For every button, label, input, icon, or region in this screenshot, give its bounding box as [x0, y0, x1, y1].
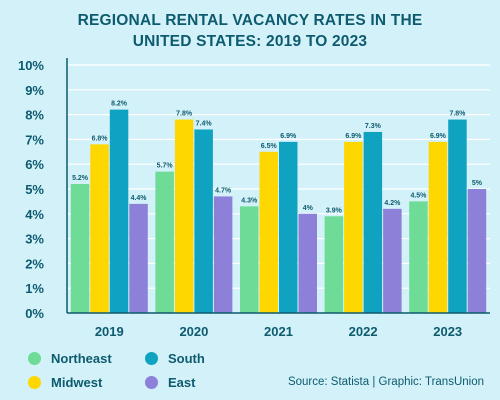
data-label: 6.9% [345, 133, 362, 140]
data-label: 4.7% [215, 187, 232, 194]
legend-swatch-east [145, 376, 158, 389]
y-tick-label: 5% [25, 182, 44, 197]
y-tick-label: 10% [18, 58, 44, 73]
bar-midwest [90, 144, 109, 313]
bar-northeast [155, 171, 174, 313]
data-label: 4.2% [384, 200, 401, 207]
data-label: 5% [472, 180, 483, 187]
bar-south [279, 141, 298, 313]
data-label: 5.2% [72, 175, 89, 182]
bar-east [298, 213, 317, 313]
chart-title-line1: REGIONAL RENTAL VACANCY RATES IN THE [77, 12, 423, 29]
legend-item-northeast: Northeast [28, 351, 112, 366]
chart-title: REGIONAL RENTAL VACANCY RATES IN THE UNI… [40, 10, 460, 52]
legend-swatch-midwest [28, 376, 41, 389]
data-label: 4% [303, 205, 314, 212]
bar-midwest [174, 119, 194, 313]
y-tick-label: 7% [25, 132, 44, 147]
y-tick-label: 9% [25, 83, 44, 98]
legend-label-northeast: Northeast [51, 351, 112, 366]
bar-south [363, 131, 383, 313]
bar-east [467, 189, 487, 313]
bar-northeast [70, 184, 90, 313]
legend-item-south: South [145, 351, 205, 366]
legend-item-midwest: Midwest [28, 375, 102, 390]
data-label: 7.4% [196, 120, 213, 127]
bar-east [213, 196, 233, 313]
data-label: 5.7% [157, 163, 174, 170]
data-label: 7.8% [449, 111, 466, 118]
y-tick-label: 8% [25, 108, 44, 123]
data-label: 7.3% [365, 123, 382, 130]
bar-northeast [240, 206, 259, 313]
data-label: 6.8% [92, 135, 109, 142]
legend-swatch-south [145, 352, 158, 365]
y-tick-label: 3% [25, 232, 44, 247]
y-tick-label: 1% [25, 281, 44, 296]
bar-midwest [259, 151, 278, 313]
legend-swatch-northeast [28, 352, 41, 365]
bar-east [383, 208, 402, 313]
data-label: 8.2% [111, 101, 128, 108]
legend-label-midwest: Midwest [51, 375, 103, 390]
legend-label-south: South [168, 351, 205, 366]
x-tick-label: 2019 [95, 324, 124, 339]
y-tick-label: 4% [25, 207, 44, 222]
x-tick-label: 2022 [349, 324, 378, 339]
y-tick-label: 6% [25, 157, 44, 172]
x-tick-label: 2021 [264, 324, 293, 339]
chart-title-line2: UNITED STATES: 2019 TO 2023 [132, 33, 368, 50]
bar-south [448, 119, 467, 313]
data-label: 4.5% [410, 192, 427, 199]
x-tick-label: 2023 [433, 324, 462, 339]
data-label: 6.9% [430, 133, 447, 140]
legend-label-east: East [168, 375, 196, 390]
data-label: 7.8% [176, 111, 193, 118]
bar-midwest [344, 141, 363, 313]
bar-midwest [428, 141, 448, 313]
data-label: 3.9% [326, 207, 343, 214]
bar-east [129, 203, 148, 313]
x-tick-label: 2020 [179, 324, 208, 339]
data-label: 6.5% [261, 143, 278, 150]
data-label: 4.3% [241, 197, 258, 204]
y-tick-label: 2% [25, 256, 44, 271]
legend-item-east: East [145, 375, 195, 390]
bar-south [109, 109, 129, 313]
bar-northeast [324, 216, 344, 313]
data-label: 6.9% [280, 133, 297, 140]
bar-south [194, 129, 213, 313]
data-label: 4.4% [131, 195, 148, 202]
bar-northeast [409, 201, 428, 313]
y-tick-label: 0% [25, 306, 44, 321]
source-credit: Source: Statista | Graphic: TransUnion [287, 376, 484, 388]
